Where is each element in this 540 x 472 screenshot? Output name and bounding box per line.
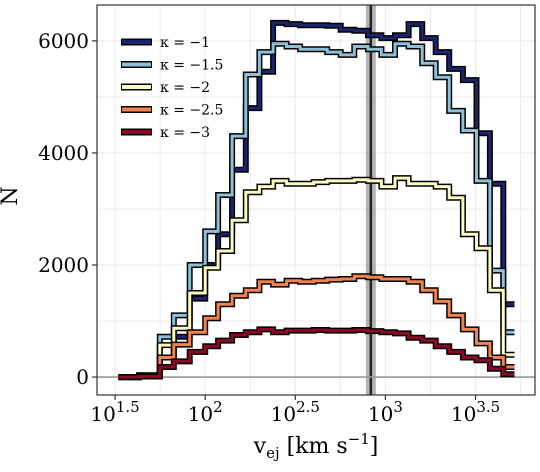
y-tick-label: 0 xyxy=(76,365,89,389)
legend-label: κ = −2 xyxy=(160,80,210,96)
x-axis-label-rest: [km s xyxy=(280,434,348,459)
x-tick-label-base: 10 xyxy=(271,402,296,426)
legend-item-2: κ = −2 xyxy=(121,80,210,96)
y-axis-label: N xyxy=(0,186,23,205)
series-group xyxy=(118,19,515,381)
x-axis-label-close: ] xyxy=(370,434,379,459)
y-tick-label: 2000 xyxy=(38,253,89,277)
legend-item-1: κ = −1.5 xyxy=(121,58,223,74)
plot-frame xyxy=(96,4,536,396)
x-tick-label-base: 10 xyxy=(368,402,393,426)
series-line xyxy=(118,176,515,379)
series-0 xyxy=(118,19,515,381)
x-tick-label: 101.5 xyxy=(90,398,139,426)
x-tick-label-base: 10 xyxy=(451,402,476,426)
series-2 xyxy=(118,175,515,381)
legend: κ = −1 κ = −1.5 κ = −2 κ = −2.5 κ = −3 xyxy=(121,35,223,141)
x-tick-label: 103.5 xyxy=(451,398,500,426)
legend-label: κ = −3 xyxy=(160,125,210,141)
x-axis-label-sub: ej xyxy=(266,444,280,462)
legend-label: κ = −2.5 xyxy=(160,103,223,119)
x-tick-label-base: 10 xyxy=(90,402,115,426)
x-tick-label: 103 xyxy=(368,398,403,426)
x-axis-label-base: v xyxy=(253,434,267,459)
x-tick-label-exponent: 3.5 xyxy=(476,398,500,416)
x-tick-label-base: 10 xyxy=(188,402,213,426)
legend-label: κ = −1 xyxy=(160,35,210,51)
x-tick-label: 102 xyxy=(188,398,223,426)
x-tick-label-exponent: 1.5 xyxy=(116,398,140,416)
series-3 xyxy=(118,273,515,381)
series-4 xyxy=(118,326,515,381)
x-axis-label: vej [km s−1] xyxy=(253,430,379,462)
x-tick-label: 102.5 xyxy=(271,398,320,426)
legend-item-4: κ = −3 xyxy=(121,125,210,141)
series-line xyxy=(118,274,515,379)
x-tick-label-exponent: 2.5 xyxy=(296,398,320,416)
legend-item-0: κ = −1 xyxy=(121,35,210,51)
x-tick-label-exponent: 3 xyxy=(393,398,403,416)
series-line xyxy=(118,327,515,379)
legend-item-3: κ = −2.5 xyxy=(121,103,223,119)
series-line xyxy=(118,21,515,379)
y-tick-label: 4000 xyxy=(38,141,89,165)
x-axis-label-sup: −1 xyxy=(348,430,370,448)
x-tick-label-exponent: 2 xyxy=(213,398,223,416)
y-tick-label: 6000 xyxy=(38,29,89,53)
legend-label: κ = −1.5 xyxy=(160,58,223,74)
